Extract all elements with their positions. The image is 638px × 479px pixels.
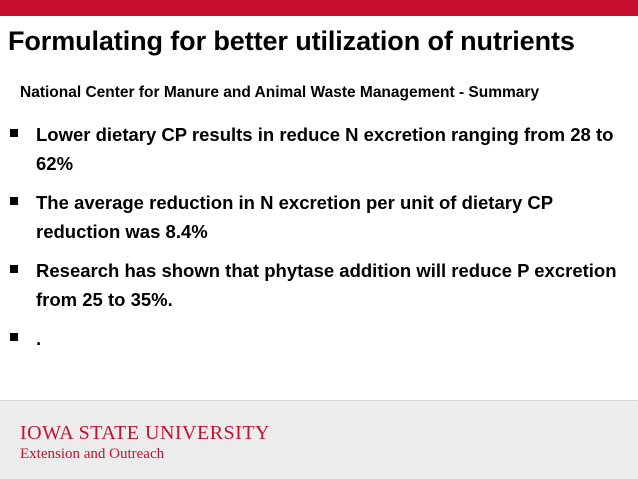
brand-unit: Extension and Outreach <box>20 446 165 462</box>
brand-name: Iowa State University <box>20 422 270 444</box>
bullet-item: Research has shown that phytase addition… <box>10 256 630 314</box>
bullet-text: The average reduction in N excretion per… <box>36 192 553 242</box>
bullet-list: Lower dietary CP results in reduce N exc… <box>10 120 630 363</box>
square-bullet-icon <box>10 129 18 137</box>
footer-band <box>0 400 638 479</box>
bullet-text: Lower dietary CP results in reduce N exc… <box>36 124 614 174</box>
square-bullet-icon <box>10 197 18 205</box>
square-bullet-icon <box>10 333 18 341</box>
bullet-item: Lower dietary CP results in reduce N exc… <box>10 120 630 178</box>
bullet-text: Research has shown that phytase addition… <box>36 260 617 310</box>
bullet-item: . <box>10 324 630 353</box>
university-logo: Iowa State University Extension and Outr… <box>20 423 270 462</box>
bullet-item: The average reduction in N excretion per… <box>10 188 630 246</box>
slide-title: Formulating for better utilization of nu… <box>8 26 575 56</box>
slide-subtitle: National Center for Manure and Animal Wa… <box>20 84 540 101</box>
top-red-band <box>0 0 638 16</box>
footer-divider <box>0 400 638 401</box>
square-bullet-icon <box>10 265 18 273</box>
bullet-text: . <box>36 328 42 349</box>
